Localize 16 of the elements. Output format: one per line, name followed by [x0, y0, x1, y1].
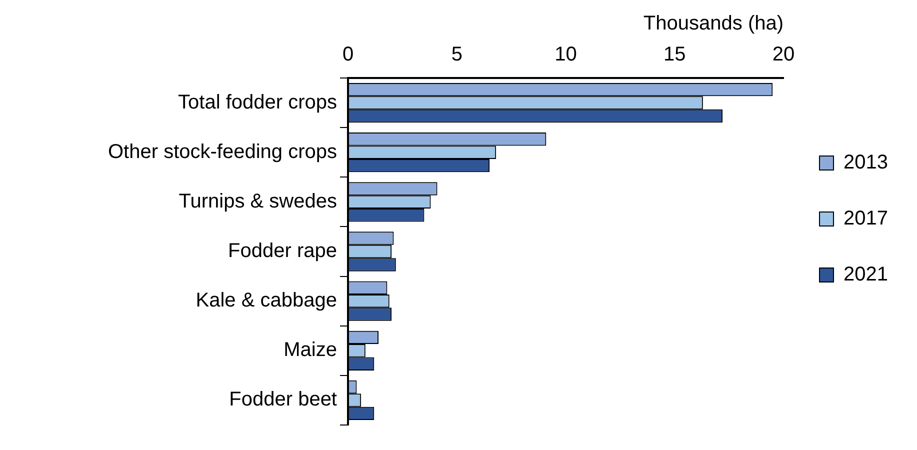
x-tick-label: 20 [772, 44, 795, 66]
legend-label: 2021 [844, 264, 888, 286]
x-tick-label: 15 [664, 44, 686, 66]
y-tick-label: Fodder beet [229, 388, 338, 411]
legend-label: 2013 [844, 152, 888, 174]
y-tick-label: Maize [284, 339, 337, 362]
x-tick-label: 10 [554, 44, 577, 66]
x-tick-label: 0 [342, 44, 354, 66]
y-tick-label: Fodder rape [228, 240, 337, 262]
y-tick-label: Other stock-feeding crops [108, 140, 337, 163]
y-tick-label: Total fodder crops [178, 91, 337, 114]
x-axis-title: Thousands (ha) [643, 12, 784, 35]
legend-label: 2017 [844, 208, 888, 230]
x-tick-label: 5 [451, 44, 462, 66]
y-tick-label: Turnips & swedes [178, 190, 337, 212]
y-tick-label: Kale & cabbage [196, 290, 337, 312]
